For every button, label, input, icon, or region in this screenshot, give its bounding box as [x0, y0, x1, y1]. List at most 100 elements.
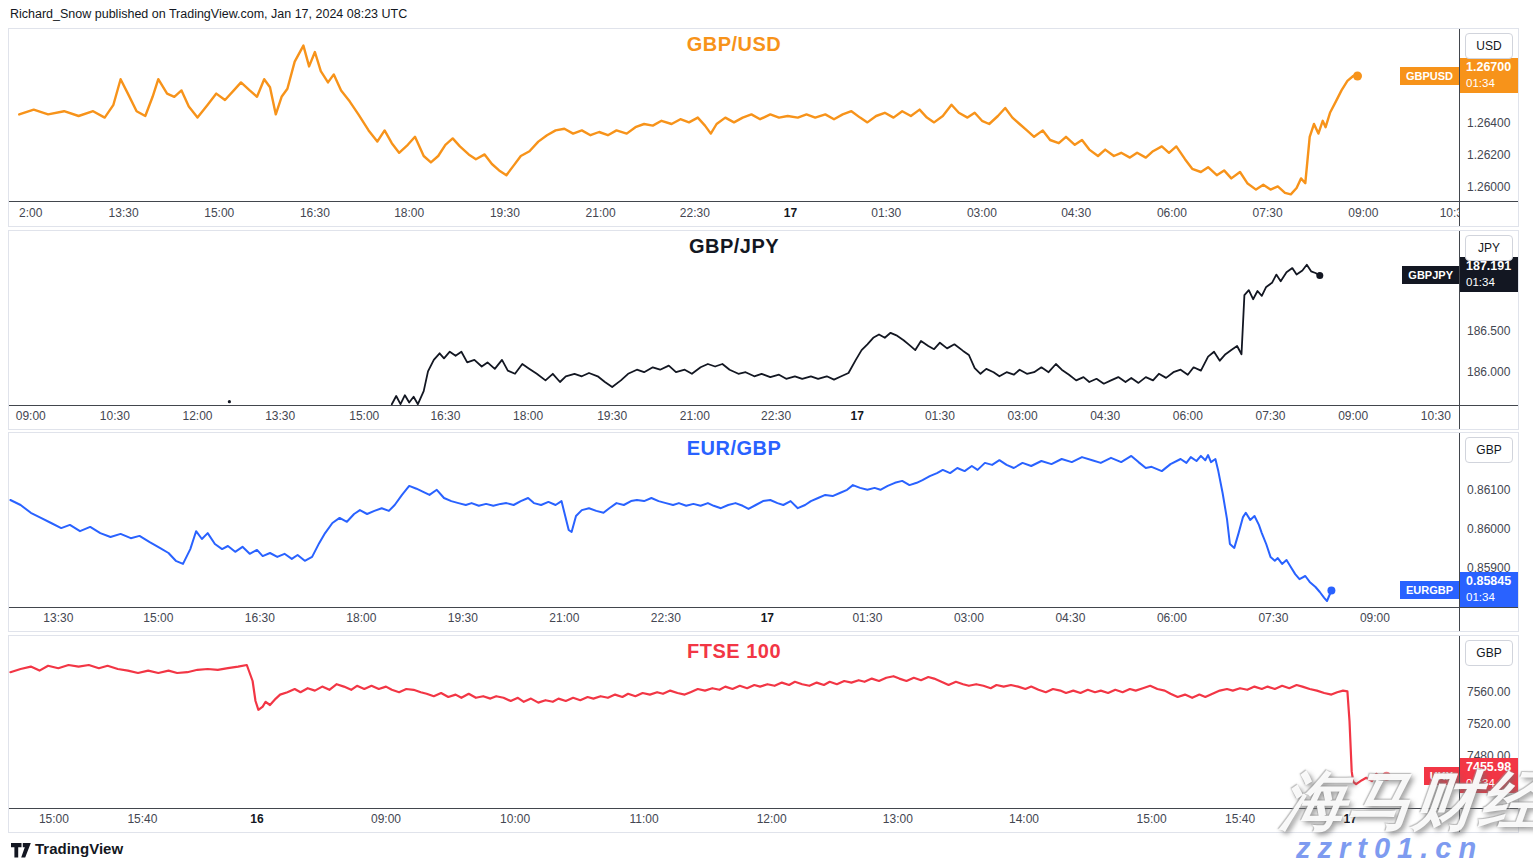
x-tick-label: 09:00: [1338, 404, 1368, 428]
x-tick-label: 22:30: [651, 606, 681, 630]
x-tick-label: 14:00: [1009, 807, 1039, 831]
x-tick-label: 10:30: [1440, 201, 1459, 225]
x-tick-label: 22:30: [680, 201, 710, 225]
time-axis-gbpjpy: 09:0010:3012:0013:3015:0016:3018:0019:30…: [9, 404, 1459, 429]
x-tick-label: 09:00: [1348, 201, 1378, 225]
x-tick-label: 19:30: [448, 606, 478, 630]
x-tick-label: 15:00: [143, 606, 173, 630]
x-tick-label: 15:40: [127, 807, 157, 831]
x-tick-label: 07:30: [1253, 201, 1283, 225]
x-tick-label: 13:00: [883, 807, 913, 831]
last-price-time: 01:34: [1466, 275, 1518, 290]
last-price-time: 01:34: [1466, 590, 1518, 605]
last-price-value: 0.85845: [1466, 573, 1518, 590]
x-tick-label: 16:30: [245, 606, 275, 630]
x-tick-label: 21:00: [549, 606, 579, 630]
x-tick-label: 06:00: [1157, 606, 1187, 630]
x-tick-label: 2:00: [19, 201, 42, 225]
x-tick-label: 16: [250, 807, 263, 831]
x-tick-label: 11:00: [630, 807, 659, 831]
symbol-tag-gbpjpy: GBPJPY: [1402, 266, 1459, 284]
last-price-badge-eurgbp: 0.85845 01:34: [1460, 572, 1518, 607]
x-tick-label: 21:00: [586, 201, 616, 225]
publish-info-text: Richard_Snow published on TradingView.co…: [10, 7, 407, 21]
y-tick-label: 186.500: [1467, 324, 1510, 338]
x-tick-label: 06:00: [1173, 404, 1203, 428]
x-tick-label: 16:30: [430, 404, 460, 428]
chart-title-gbpjpy: GBP/JPY: [9, 235, 1459, 258]
time-axis-gbpusd: 2:0013:3015:0016:3018:0019:3021:0022:301…: [9, 201, 1459, 226]
x-tick-label: 13:30: [109, 201, 139, 225]
time-axis-eurgbp: 13:30 15:00 16:30 18:00 19:30 21:00 22:30 17 01:…: [9, 606, 1459, 631]
x-tick-label: 17: [761, 606, 774, 630]
x-tick-label: 16:30: [300, 201, 330, 225]
x-tick-label: 06:00: [1157, 201, 1187, 225]
time-axis-ftse100: 15:00 15:40 16 09:00 10:00 11:00 12:00 13:00 14:…: [9, 807, 1459, 832]
price-axis-gbpjpy: JPY 187.191 01:34 186.500 186.000: [1460, 231, 1518, 429]
x-tick-label: 15:00: [349, 404, 379, 428]
x-tick-label: 12:00: [182, 404, 212, 428]
watermark-site-url: zzrt01.cn: [1296, 832, 1483, 865]
x-tick-label: 18:00: [346, 606, 376, 630]
x-tick-label: 01:30: [871, 201, 901, 225]
x-tick-label: 01:30: [925, 404, 955, 428]
price-axis-eurgbp: GBP 0.85845 01:34 0.861000.860000.85900: [1460, 433, 1518, 631]
x-tick-label: 07:30: [1255, 404, 1285, 428]
currency-button-gbp[interactable]: GBP: [1465, 437, 1513, 463]
currency-button-usd[interactable]: USD: [1465, 33, 1513, 59]
x-tick-label: 17: [851, 404, 864, 428]
x-tick-label: 09:00: [16, 404, 46, 428]
chart-area-gbpjpy: GBP/JPY: [9, 231, 1459, 405]
last-price-badge-gbpusd: 1.26700 01:34: [1460, 58, 1518, 93]
tradingview-logo-icon: [11, 843, 31, 858]
x-tick-label: 03:00: [954, 606, 984, 630]
panel-gbpjpy: GBP/JPY 09:0010:3012:0013:3015:0016:3018…: [8, 230, 1519, 430]
y-tick-label: 0.86000: [1467, 522, 1510, 536]
x-tick-label: 09:00: [371, 807, 401, 831]
symbol-tag-eurgbp: EURGBP: [1400, 581, 1459, 599]
x-tick-label: 15:00: [1137, 807, 1167, 831]
time-axis-separator: [9, 201, 1518, 202]
chart-area-eurgbp: EUR/GBP: [9, 433, 1459, 607]
x-tick-label: 04:30: [1090, 404, 1120, 428]
chart-title-ftse100: FTSE 100: [9, 640, 1459, 663]
y-tick-label: 1.26200: [1467, 148, 1510, 162]
x-tick-label: 12:00: [757, 807, 787, 831]
y-tick-label: 1.26400: [1467, 116, 1510, 130]
chart-title-eurgbp: EUR/GBP: [9, 437, 1459, 460]
x-tick-label: 03:00: [1008, 404, 1038, 428]
x-tick-label: 19:30: [490, 201, 520, 225]
x-tick-label: 01:30: [852, 606, 882, 630]
x-tick-label: 21:00: [680, 404, 710, 428]
x-tick-label: 13:30: [43, 606, 73, 630]
time-axis-separator: [9, 405, 1518, 406]
x-tick-label: 19:30: [597, 404, 627, 428]
x-tick-label: 17: [784, 201, 797, 225]
x-tick-label: 10:30: [1421, 404, 1451, 428]
x-tick-label: 04:30: [1061, 201, 1091, 225]
time-axis-separator: [9, 607, 1518, 608]
x-tick-label: 22:30: [761, 404, 791, 428]
x-tick-label: 18:00: [513, 404, 543, 428]
last-price-time: 01:34: [1466, 76, 1518, 91]
x-tick-label: 18:00: [394, 201, 424, 225]
currency-button-jpy[interactable]: JPY: [1465, 235, 1513, 261]
x-tick-label: 15:00: [39, 807, 69, 831]
x-tick-label: 10:30: [100, 404, 130, 428]
publish-header: Richard_Snow published on TradingView.co…: [0, 0, 1533, 28]
y-tick-label: 1.26000: [1467, 180, 1510, 194]
last-price-badge-gbpjpy: 187.191 01:34: [1460, 257, 1518, 292]
x-tick-label: 04:30: [1055, 606, 1085, 630]
x-tick-label: 09:00: [1360, 606, 1390, 630]
y-tick-label: 186.000: [1467, 365, 1510, 379]
currency-button-gbp[interactable]: GBP: [1465, 640, 1513, 666]
y-tick-label: 0.86100: [1467, 483, 1510, 497]
chart-area-ftse100: FTSE 100: [9, 636, 1459, 808]
panel-gbpusd: GBP/USD 2:0013:3015:0016:3018:0019:3021:…: [8, 28, 1519, 227]
x-tick-label: 15:40: [1225, 807, 1255, 831]
last-price-value: 1.26700: [1466, 59, 1518, 76]
x-tick-label: 10:00: [500, 807, 530, 831]
chart-title-gbpusd: GBP/USD: [9, 33, 1459, 56]
tradingview-brand-text: TradingView: [35, 840, 123, 857]
x-tick-label: 07:30: [1258, 606, 1288, 630]
